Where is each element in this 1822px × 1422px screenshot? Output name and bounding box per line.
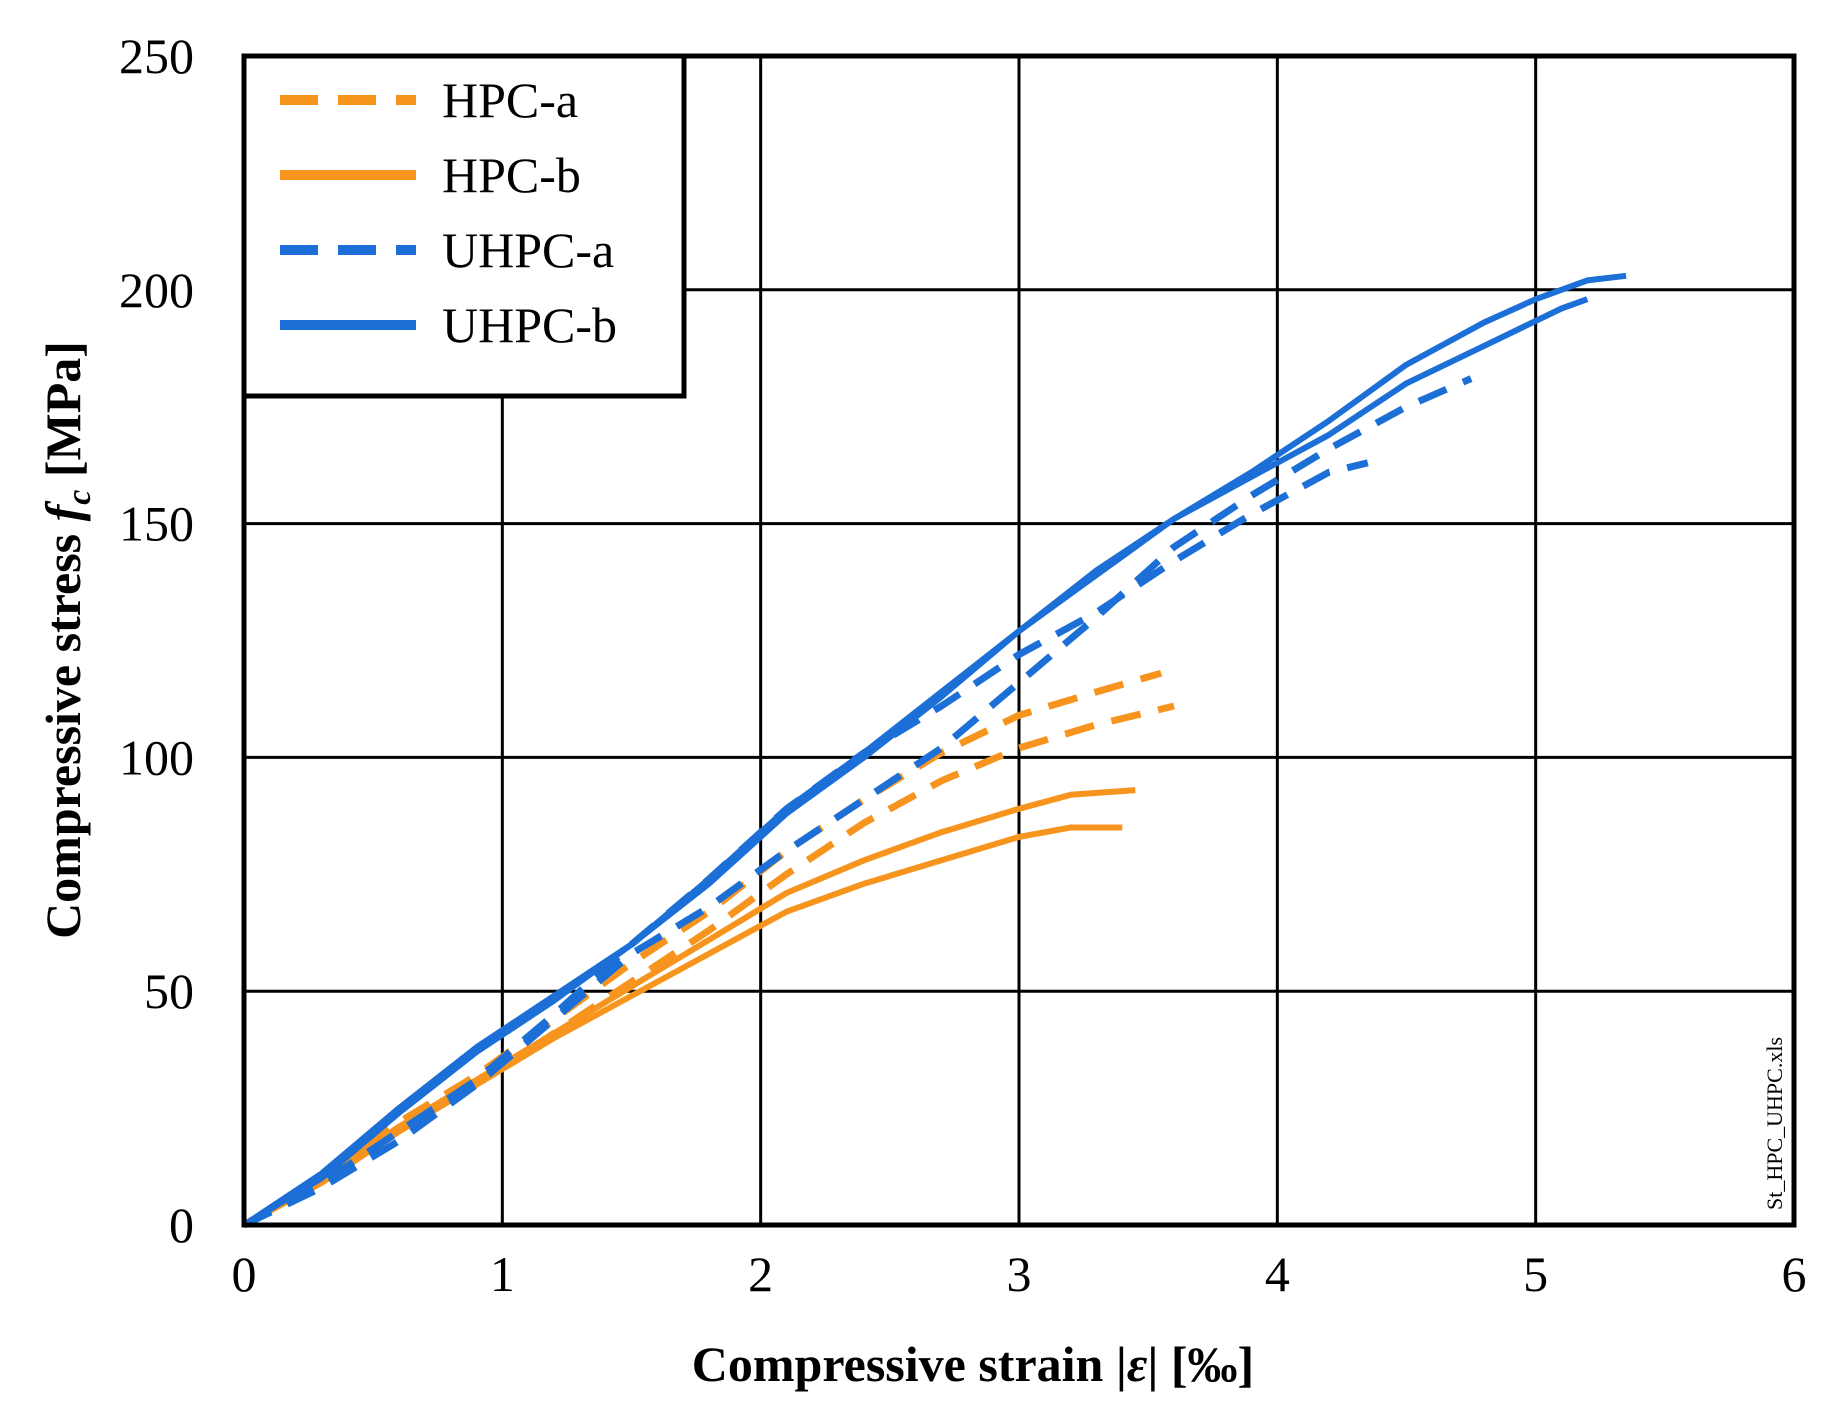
- legend-label: UHPC-b: [442, 297, 617, 353]
- series-line-uhpc-b: [242, 296, 1589, 1228]
- x-tick-label: 4: [1265, 1246, 1290, 1302]
- series-line-hpc-b: [242, 824, 1123, 1228]
- legend-label: HPC-b: [442, 147, 581, 203]
- y-tick-label: 100: [119, 729, 194, 785]
- series-line-hpc-a: [242, 702, 1175, 1229]
- grid: [244, 56, 1794, 1225]
- legend: HPC-a HPC-b UHPC-a UHPC-b: [241, 53, 687, 399]
- legend-label: HPC-a: [442, 72, 578, 128]
- x-tick-label: 2: [748, 1246, 773, 1302]
- series-line-hpc-b: [242, 787, 1136, 1228]
- y-tick-label: 50: [144, 963, 194, 1019]
- y-axis-title: Compressive stress fc [MPa]: [35, 341, 98, 939]
- series-layer: [242, 272, 1627, 1229]
- x-tick-label: 1: [490, 1246, 515, 1302]
- tick-labels: 0 1 2 3 4 5 6 0 50 100 150 200 250: [119, 28, 1807, 1302]
- legend-box: [241, 53, 687, 399]
- series-line-uhpc-a: [242, 375, 1473, 1229]
- series-line-uhpc-b: [242, 272, 1627, 1228]
- x-axis-title: Compressive strain |ε| [‰]: [692, 1336, 1254, 1392]
- y-tick-label: 250: [119, 28, 194, 84]
- x-tick-label: 6: [1782, 1246, 1807, 1302]
- x-tick-label: 3: [1007, 1246, 1032, 1302]
- watermark-text: St_HPC_UHPC.xls: [1762, 1037, 1787, 1210]
- series-line-hpc-a: [242, 669, 1163, 1228]
- x-tick-label: 0: [232, 1246, 257, 1302]
- y-tick-label: 0: [169, 1197, 194, 1253]
- x-tick-label: 5: [1523, 1246, 1548, 1302]
- plot-frame: [241, 53, 1797, 1228]
- y-tick-label: 200: [119, 262, 194, 318]
- legend-label: UHPC-a: [442, 222, 614, 278]
- y-tick-label: 150: [119, 496, 194, 552]
